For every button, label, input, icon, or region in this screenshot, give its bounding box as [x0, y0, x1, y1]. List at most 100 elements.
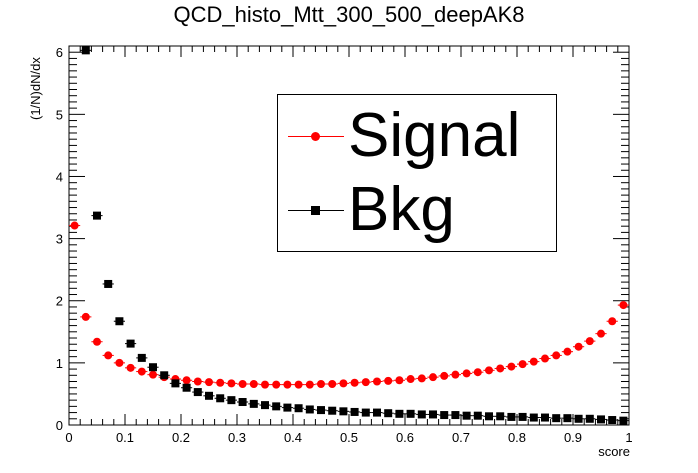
- bkg-point: [261, 401, 269, 410]
- bkg-point: [384, 409, 393, 418]
- legend-entry-bkg: Bkg: [278, 175, 556, 245]
- y-tick-label: 2: [56, 294, 63, 309]
- x-axis-label: score: [598, 444, 630, 459]
- x-tick-label: 0.5: [340, 430, 358, 445]
- bkg-point: [462, 411, 471, 420]
- signal-point: [182, 376, 191, 385]
- y-tick-label: 5: [56, 107, 63, 122]
- bkg-point: [563, 414, 572, 423]
- bkg-point: [507, 412, 516, 421]
- bkg-point: [137, 353, 146, 362]
- signal-point: [350, 378, 359, 387]
- signal-point: [126, 363, 135, 372]
- signal-point: [294, 380, 303, 389]
- bkg-point: [104, 279, 113, 288]
- bkg-point: [205, 391, 213, 400]
- bkg-point: [574, 414, 583, 423]
- signal-point: [417, 374, 426, 383]
- signal-point: [205, 378, 213, 387]
- bkg-point: [339, 407, 348, 416]
- bkg-point: [249, 399, 258, 408]
- bkg-point: [160, 371, 169, 380]
- signal-point: [373, 377, 381, 386]
- bkg-point: [283, 403, 292, 412]
- bkg-point: [406, 409, 415, 418]
- signal-point: [115, 358, 124, 367]
- signal-point: [597, 329, 605, 338]
- bkg-point: [585, 414, 594, 423]
- signal-point: [384, 376, 393, 385]
- signal-point: [305, 380, 314, 389]
- signal-point: [451, 370, 460, 379]
- bkg-point: [518, 412, 527, 421]
- legend: Signal Bkg: [277, 94, 557, 252]
- bkg-point: [227, 396, 236, 405]
- legend-bkg-marker: [311, 206, 320, 215]
- bkg-point: [619, 416, 628, 425]
- bkg-point: [272, 402, 281, 411]
- y-tick-label: 3: [56, 232, 63, 247]
- signal-point: [193, 377, 202, 386]
- bkg-point: [417, 410, 426, 419]
- signal-point: [216, 378, 225, 387]
- signal-point: [227, 379, 236, 388]
- signal-point: [552, 351, 561, 360]
- bkg-point: [485, 412, 493, 421]
- bkg-point: [115, 317, 124, 326]
- bkg-point: [182, 383, 191, 392]
- y-tick-label: 4: [56, 169, 63, 184]
- signal-point: [496, 364, 505, 373]
- y-tick-label: 1: [56, 356, 63, 371]
- signal-point: [93, 337, 101, 346]
- signal-point: [283, 380, 292, 389]
- signal-point: [518, 360, 527, 369]
- x-tick-label: 0.9: [564, 430, 582, 445]
- bkg-point: [529, 413, 538, 422]
- signal-point: [261, 380, 269, 389]
- signal-point: [440, 371, 449, 380]
- bkg-point: [361, 408, 370, 417]
- bkg-point: [541, 413, 549, 422]
- bkg-point: [451, 411, 460, 420]
- bkg-point: [193, 388, 202, 397]
- legend-signal-marker: [311, 132, 320, 141]
- x-tick-label: 0.1: [116, 430, 134, 445]
- y-tick-label: 6: [56, 45, 63, 60]
- y-tick-label: 0: [56, 418, 63, 433]
- bkg-point: [149, 363, 157, 372]
- bkg-point: [440, 411, 449, 420]
- y-axis-label: (1/N)dN/dx: [28, 57, 43, 120]
- bkg-point: [373, 408, 381, 417]
- signal-point: [81, 312, 90, 321]
- chart-title: QCD_histo_Mtt_300_500_deepAK8: [173, 2, 525, 27]
- bkg-point: [126, 339, 135, 348]
- bkg-point: [552, 414, 561, 423]
- signal-point: [149, 370, 157, 379]
- legend-entry-signal: Signal: [278, 101, 556, 171]
- bkg-point: [608, 416, 617, 425]
- x-tick-label: 0.2: [172, 430, 190, 445]
- x-tick-label: 0: [65, 430, 72, 445]
- x-tick-label: 0.8: [508, 430, 526, 445]
- signal-point: [473, 368, 482, 377]
- bkg-point: [305, 405, 314, 414]
- bkg-point: [473, 411, 482, 420]
- signal-point: [137, 367, 146, 376]
- bkg-point: [328, 406, 337, 415]
- bkg-point: [294, 404, 303, 413]
- bkg-point: [81, 46, 90, 55]
- signal-point: [104, 351, 113, 360]
- bkg-point: [317, 406, 325, 415]
- bkg-point: [350, 407, 359, 416]
- signal-point: [529, 357, 538, 366]
- signal-point: [507, 362, 516, 371]
- signal-point: [541, 354, 549, 363]
- signal-point: [485, 366, 493, 375]
- bkg-point: [496, 412, 505, 421]
- signal-point: [317, 379, 325, 388]
- bkg-point: [597, 415, 605, 424]
- bkg-point: [93, 211, 101, 220]
- legend-bkg-label: Bkg: [348, 175, 455, 244]
- signal-point: [429, 373, 437, 382]
